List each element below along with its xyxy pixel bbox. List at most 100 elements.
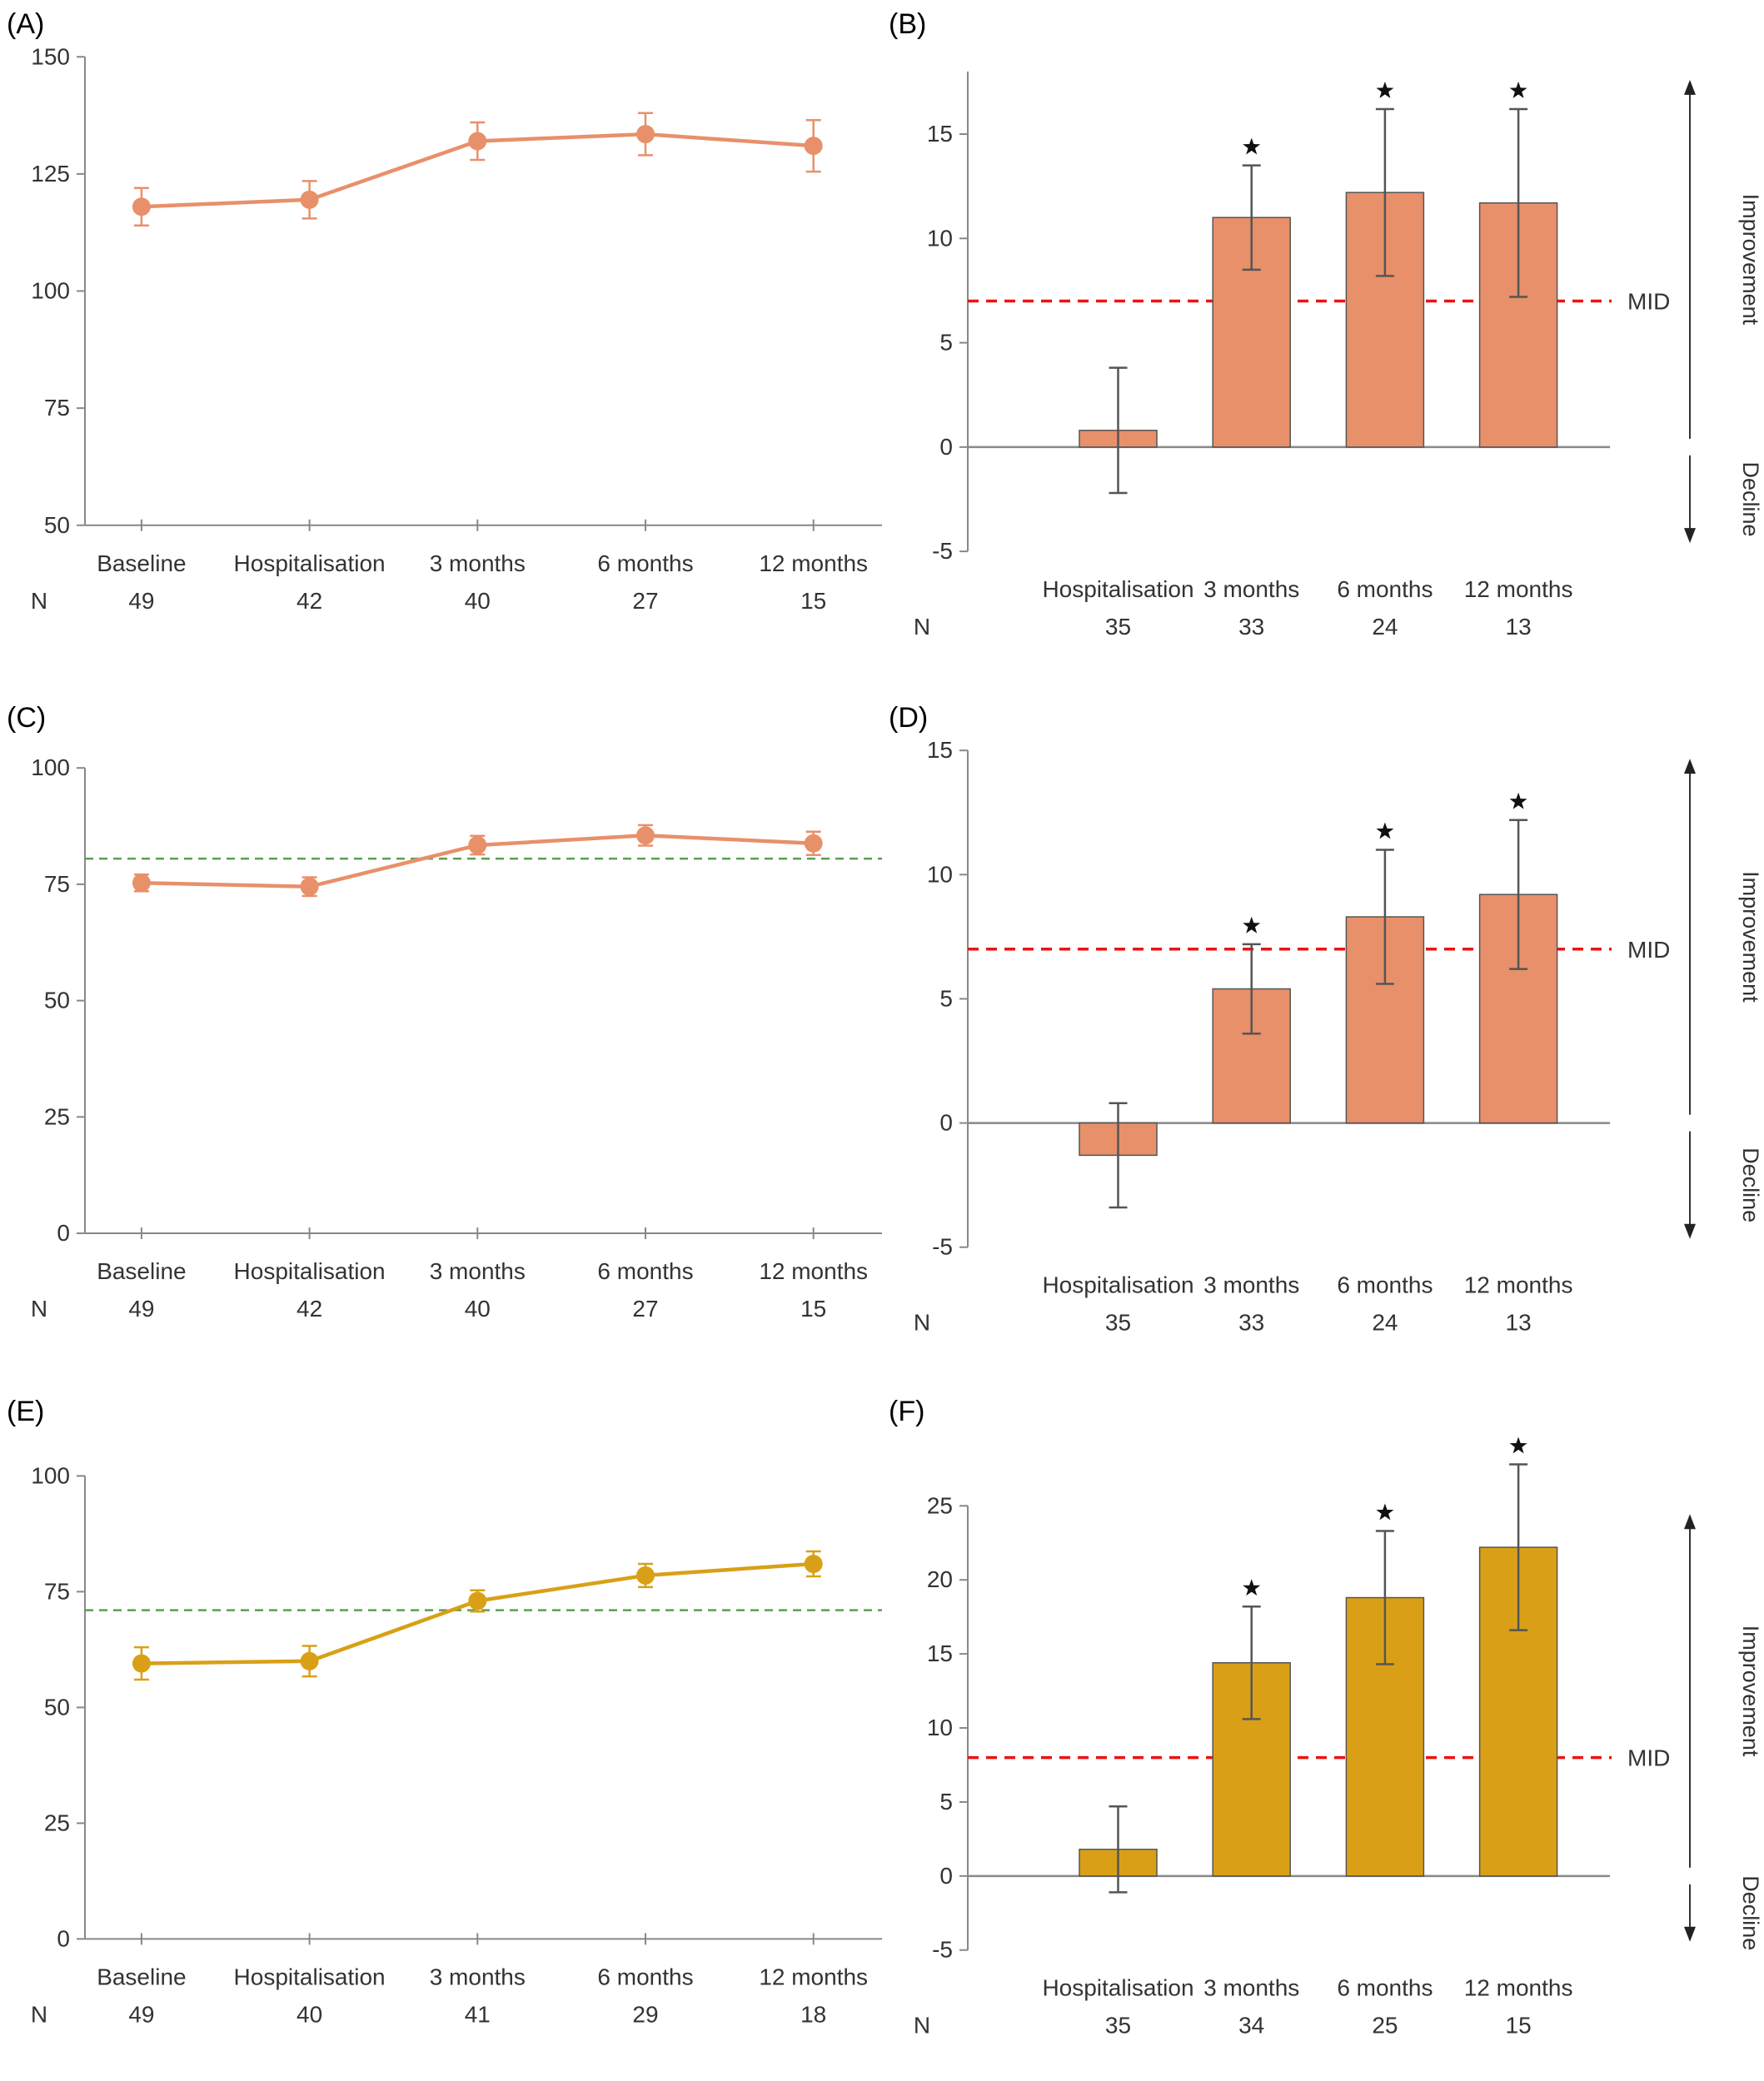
svg-text:0: 0 — [939, 434, 953, 460]
svg-text:13: 13 — [1506, 614, 1532, 640]
svg-text:50: 50 — [44, 1694, 70, 1720]
svg-text:100: 100 — [31, 754, 70, 780]
svg-text:0: 0 — [939, 1110, 953, 1136]
svg-text:12 months: 12 months — [1464, 576, 1573, 602]
svg-text:0: 0 — [57, 1925, 70, 1951]
svg-text:MID: MID — [1627, 937, 1670, 963]
svg-text:150: 150 — [31, 43, 70, 69]
svg-text:40: 40 — [296, 2001, 322, 2027]
svg-text:(C): (C) — [7, 702, 46, 734]
svg-text:N: N — [914, 614, 930, 640]
svg-text:Baseline: Baseline — [97, 1964, 186, 1989]
svg-text:6 months: 6 months — [597, 1258, 693, 1284]
svg-text:25: 25 — [44, 1103, 70, 1129]
svg-text:25: 25 — [1372, 2013, 1398, 2039]
svg-text:15: 15 — [800, 1296, 826, 1322]
svg-text:35: 35 — [1105, 614, 1131, 640]
svg-text:Hospitalisation: Hospitalisation — [1042, 1975, 1193, 2001]
svg-text:41: 41 — [465, 2001, 491, 2027]
svg-text:0: 0 — [939, 1863, 953, 1889]
svg-text:49: 49 — [128, 2001, 154, 2027]
svg-text:15: 15 — [927, 1640, 953, 1666]
svg-text:Hospitalisation: Hospitalisation — [234, 550, 386, 576]
svg-text:33: 33 — [1238, 614, 1264, 640]
svg-text:75: 75 — [44, 1578, 70, 1604]
svg-text:15: 15 — [927, 121, 953, 147]
svg-text:3 months: 3 months — [430, 1964, 526, 1989]
svg-text:75: 75 — [44, 871, 70, 897]
svg-text:12 months: 12 months — [1464, 1272, 1573, 1298]
svg-text:Improvement: Improvement — [1738, 871, 1763, 1003]
svg-text:40: 40 — [465, 588, 491, 614]
svg-text:125: 125 — [31, 161, 70, 187]
svg-text:Baseline: Baseline — [97, 550, 186, 576]
svg-text:6 months: 6 months — [1337, 576, 1433, 602]
svg-text:12 months: 12 months — [759, 550, 868, 576]
svg-text:20: 20 — [927, 1566, 953, 1592]
svg-text:3 months: 3 months — [1203, 1272, 1299, 1298]
svg-text:Decline: Decline — [1738, 461, 1763, 536]
svg-text:42: 42 — [296, 1296, 322, 1322]
svg-text:75: 75 — [44, 395, 70, 421]
svg-text:10: 10 — [927, 225, 953, 251]
svg-text:3 months: 3 months — [430, 550, 526, 576]
svg-text:5: 5 — [939, 985, 953, 1011]
svg-text:24: 24 — [1372, 614, 1398, 640]
svg-text:5: 5 — [939, 330, 953, 356]
svg-text:35: 35 — [1105, 2013, 1131, 2039]
svg-text:100: 100 — [31, 1462, 70, 1488]
svg-text:Baseline: Baseline — [97, 1258, 186, 1284]
svg-text:3 months: 3 months — [430, 1258, 526, 1284]
svg-text:25: 25 — [44, 1810, 70, 1835]
svg-text:(A): (A) — [7, 8, 44, 40]
svg-text:Improvement: Improvement — [1738, 194, 1763, 326]
svg-text:5: 5 — [939, 1789, 953, 1815]
svg-text:18: 18 — [800, 2001, 826, 2027]
svg-text:49: 49 — [128, 1296, 154, 1322]
svg-text:33: 33 — [1238, 1310, 1264, 1336]
svg-text:6 months: 6 months — [1337, 1272, 1433, 1298]
svg-text:6 months: 6 months — [597, 550, 693, 576]
svg-text:50: 50 — [44, 512, 70, 538]
svg-text:-5: -5 — [932, 1234, 953, 1260]
svg-text:3 months: 3 months — [1203, 576, 1299, 602]
svg-text:-5: -5 — [932, 538, 953, 564]
svg-text:N: N — [31, 2001, 47, 2027]
svg-text:15: 15 — [800, 588, 826, 614]
svg-text:(D): (D) — [889, 702, 928, 734]
svg-text:10: 10 — [927, 1715, 953, 1740]
svg-text:Hospitalisation: Hospitalisation — [1042, 1272, 1193, 1298]
svg-text:35: 35 — [1105, 1310, 1131, 1336]
svg-text:100: 100 — [31, 278, 70, 304]
svg-text:(E): (E) — [7, 1396, 44, 1427]
svg-text:12 months: 12 months — [1464, 1975, 1573, 2001]
svg-text:(F): (F) — [889, 1396, 924, 1427]
svg-text:6 months: 6 months — [1337, 1975, 1433, 2001]
svg-text:29: 29 — [632, 2001, 658, 2027]
svg-text:40: 40 — [465, 1296, 491, 1322]
svg-text:27: 27 — [632, 1296, 658, 1322]
svg-text:12 months: 12 months — [759, 1964, 868, 1989]
svg-text:N: N — [914, 2013, 930, 2039]
svg-text:12 months: 12 months — [759, 1258, 868, 1284]
svg-text:-5: -5 — [932, 1937, 953, 1963]
svg-text:42: 42 — [296, 588, 322, 614]
svg-text:50: 50 — [44, 988, 70, 1013]
svg-text:27: 27 — [632, 588, 658, 614]
svg-text:Hospitalisation: Hospitalisation — [234, 1964, 386, 1989]
svg-text:34: 34 — [1238, 2013, 1264, 2039]
svg-text:25: 25 — [927, 1492, 953, 1518]
svg-text:3 months: 3 months — [1203, 1975, 1299, 2001]
svg-text:Decline: Decline — [1738, 1875, 1763, 1950]
svg-text:Hospitalisation: Hospitalisation — [1042, 576, 1193, 602]
svg-text:(B): (B) — [889, 8, 926, 40]
svg-text:15: 15 — [1506, 2013, 1532, 2039]
svg-text:N: N — [914, 1310, 930, 1336]
svg-text:Hospitalisation: Hospitalisation — [234, 1258, 386, 1284]
svg-text:24: 24 — [1372, 1310, 1398, 1336]
svg-text:13: 13 — [1506, 1310, 1532, 1336]
svg-text:N: N — [31, 588, 47, 614]
svg-text:MID: MID — [1627, 1745, 1670, 1771]
svg-text:6 months: 6 months — [597, 1964, 693, 1989]
svg-text:10: 10 — [927, 861, 953, 887]
